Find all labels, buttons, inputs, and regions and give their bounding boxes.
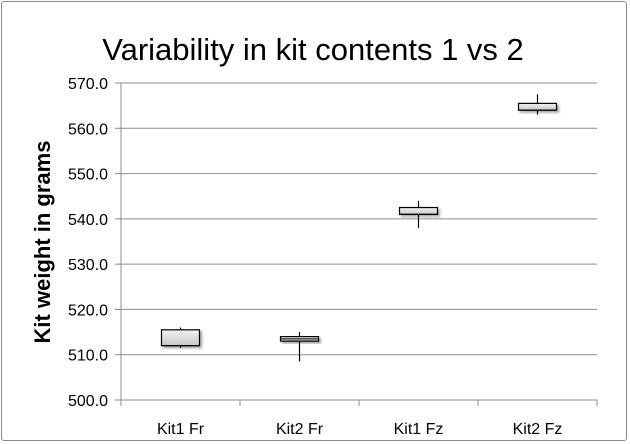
x-tick-label: Kit1 Fr [157,421,205,438]
x-tick-label: Kit1 Fz [394,421,444,438]
y-tick-label: 500.0 [68,393,108,410]
box-body [160,329,201,347]
y-tick-label: 550.0 [68,167,108,184]
y-tick-label: 570.0 [68,76,108,93]
y-tick-label: 530.0 [68,257,108,274]
y-tick-label: 520.0 [68,302,108,319]
box-kit2-fz [517,94,558,115]
y-tick-label: 510.0 [68,348,108,365]
box-kit2-fr [279,332,320,362]
box-kit1-fz [398,200,439,228]
y-tick-label: 540.0 [68,212,108,229]
box-body [398,206,439,215]
chart-title: Variability in kit contents 1 vs 2 [102,32,524,67]
x-tick-labels: Kit1 Fr Kit2 Fr Kit1 Fz Kit2 Fz [157,421,562,438]
box-kit1-fr [160,327,201,348]
box-body [517,102,558,111]
x-tick-label: Kit2 Fr [276,421,324,438]
boxes [160,94,558,362]
gridlines [121,82,597,356]
axes [115,82,598,406]
y-axis-label: Kit weight in grams [30,141,55,344]
y-tick-labels: 500.0 510.0 520.0 530.0 540.0 550.0 560.0 570.0 [68,76,108,410]
y-tick-label: 560.0 [68,121,108,138]
x-tick-label: Kit2 Fz [513,421,563,438]
